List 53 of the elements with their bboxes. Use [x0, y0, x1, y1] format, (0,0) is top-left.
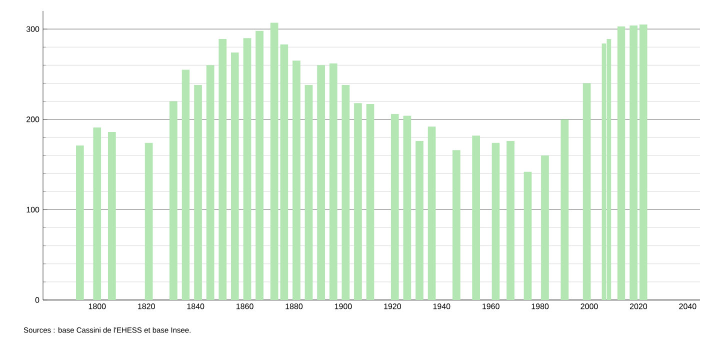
bar: [354, 103, 362, 300]
bar: [541, 155, 549, 300]
bar: [270, 22, 278, 300]
y-tick-label: 100: [26, 206, 40, 213]
bar: [342, 85, 350, 300]
x-tick-label: 2040: [679, 304, 696, 310]
bar: [304, 85, 313, 300]
bar: [639, 24, 648, 300]
bar: [144, 142, 153, 300]
bar: [492, 142, 500, 300]
bar: [472, 136, 480, 300]
bar: [560, 119, 569, 300]
bar: [617, 26, 626, 300]
bar: [243, 38, 252, 300]
x-tick-label: 1900: [334, 304, 352, 310]
bar: [169, 101, 178, 300]
bar: [206, 65, 214, 300]
bar: [108, 132, 116, 300]
bar: [403, 116, 412, 300]
bar: [582, 83, 591, 300]
bar: [524, 172, 532, 300]
x-tick-label: 1860: [236, 304, 254, 310]
bar: [182, 70, 190, 300]
bar: [630, 25, 638, 300]
bar: [506, 141, 514, 300]
x-tick-label: 1980: [532, 304, 549, 310]
bar: [428, 126, 436, 300]
x-tick-label: 1840: [187, 304, 204, 310]
x-tick-label: 1880: [286, 304, 303, 310]
bar: [218, 38, 227, 300]
bar: [317, 65, 325, 300]
bar: [416, 141, 424, 300]
x-tick-label: 1820: [138, 304, 155, 310]
x-tick-label: 1920: [384, 304, 402, 310]
bar: [452, 150, 460, 300]
bar: [390, 114, 399, 300]
y-tick-label: 0: [35, 297, 40, 303]
bar: [76, 146, 84, 300]
x-tick-label: 1940: [433, 304, 450, 310]
x-tick-label: 1800: [88, 304, 106, 310]
bar: [329, 63, 338, 300]
y-tick-label: 200: [26, 116, 40, 122]
bar: [194, 85, 202, 300]
bar: [292, 60, 300, 300]
bar: [280, 44, 288, 300]
y-tick-label: 300: [26, 26, 40, 32]
bar: [231, 52, 239, 300]
x-tick-label: 2020: [630, 304, 648, 310]
bar: [93, 127, 102, 300]
x-tick-label: 1960: [482, 304, 500, 310]
bar: [366, 104, 374, 300]
bar: [256, 30, 264, 300]
x-tick-label: 2000: [580, 304, 598, 310]
